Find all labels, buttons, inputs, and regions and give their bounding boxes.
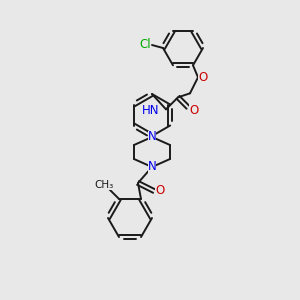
Text: N: N	[148, 130, 156, 143]
Text: O: O	[155, 184, 165, 197]
Text: O: O	[189, 104, 199, 117]
Text: HN: HN	[142, 104, 159, 117]
Text: CH₃: CH₃	[94, 180, 114, 190]
Text: N: N	[148, 160, 156, 173]
Text: O: O	[198, 71, 208, 84]
Text: Cl: Cl	[139, 38, 151, 52]
